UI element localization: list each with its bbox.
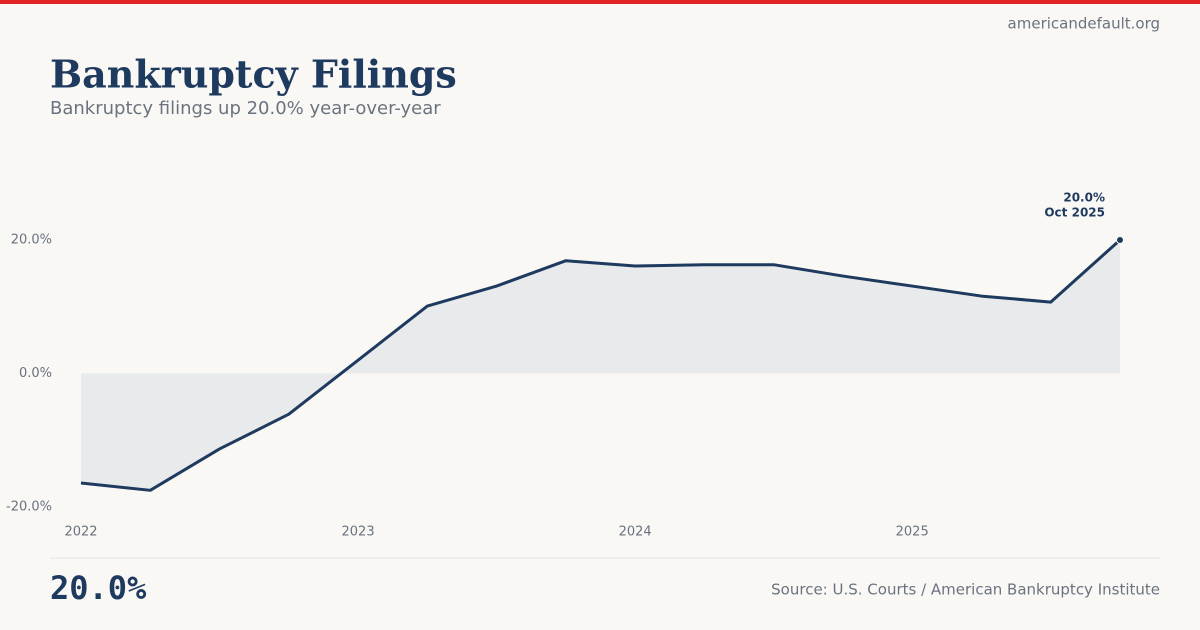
end-point xyxy=(1116,236,1124,244)
chart-title: Bankruptcy Filings xyxy=(50,52,457,97)
y-tick-label: 0.0% xyxy=(19,366,52,381)
headline: 20.0% xyxy=(50,569,147,607)
x-tick-label: 2023 xyxy=(342,525,375,540)
site: americandefault.org xyxy=(1008,15,1160,33)
y-tick-label: -20.0% xyxy=(6,500,52,515)
highlight-value: 20.0% xyxy=(1063,191,1105,205)
x-tick-label: 2024 xyxy=(619,525,652,540)
line xyxy=(80,238,1122,492)
x-tick-label: 2025 xyxy=(896,525,929,540)
y-tick-label: 20.0% xyxy=(11,233,52,248)
chart-subtitle: Bankruptcy filings up 20.0% year-over-ye… xyxy=(50,98,441,119)
x-tick-label: 2022 xyxy=(64,525,97,540)
highlight-date: Oct 2025 xyxy=(1044,206,1105,220)
source: Source: U.S. Courts / American Bankruptc… xyxy=(771,581,1160,599)
top-bar xyxy=(0,0,1200,4)
area xyxy=(81,240,1120,491)
